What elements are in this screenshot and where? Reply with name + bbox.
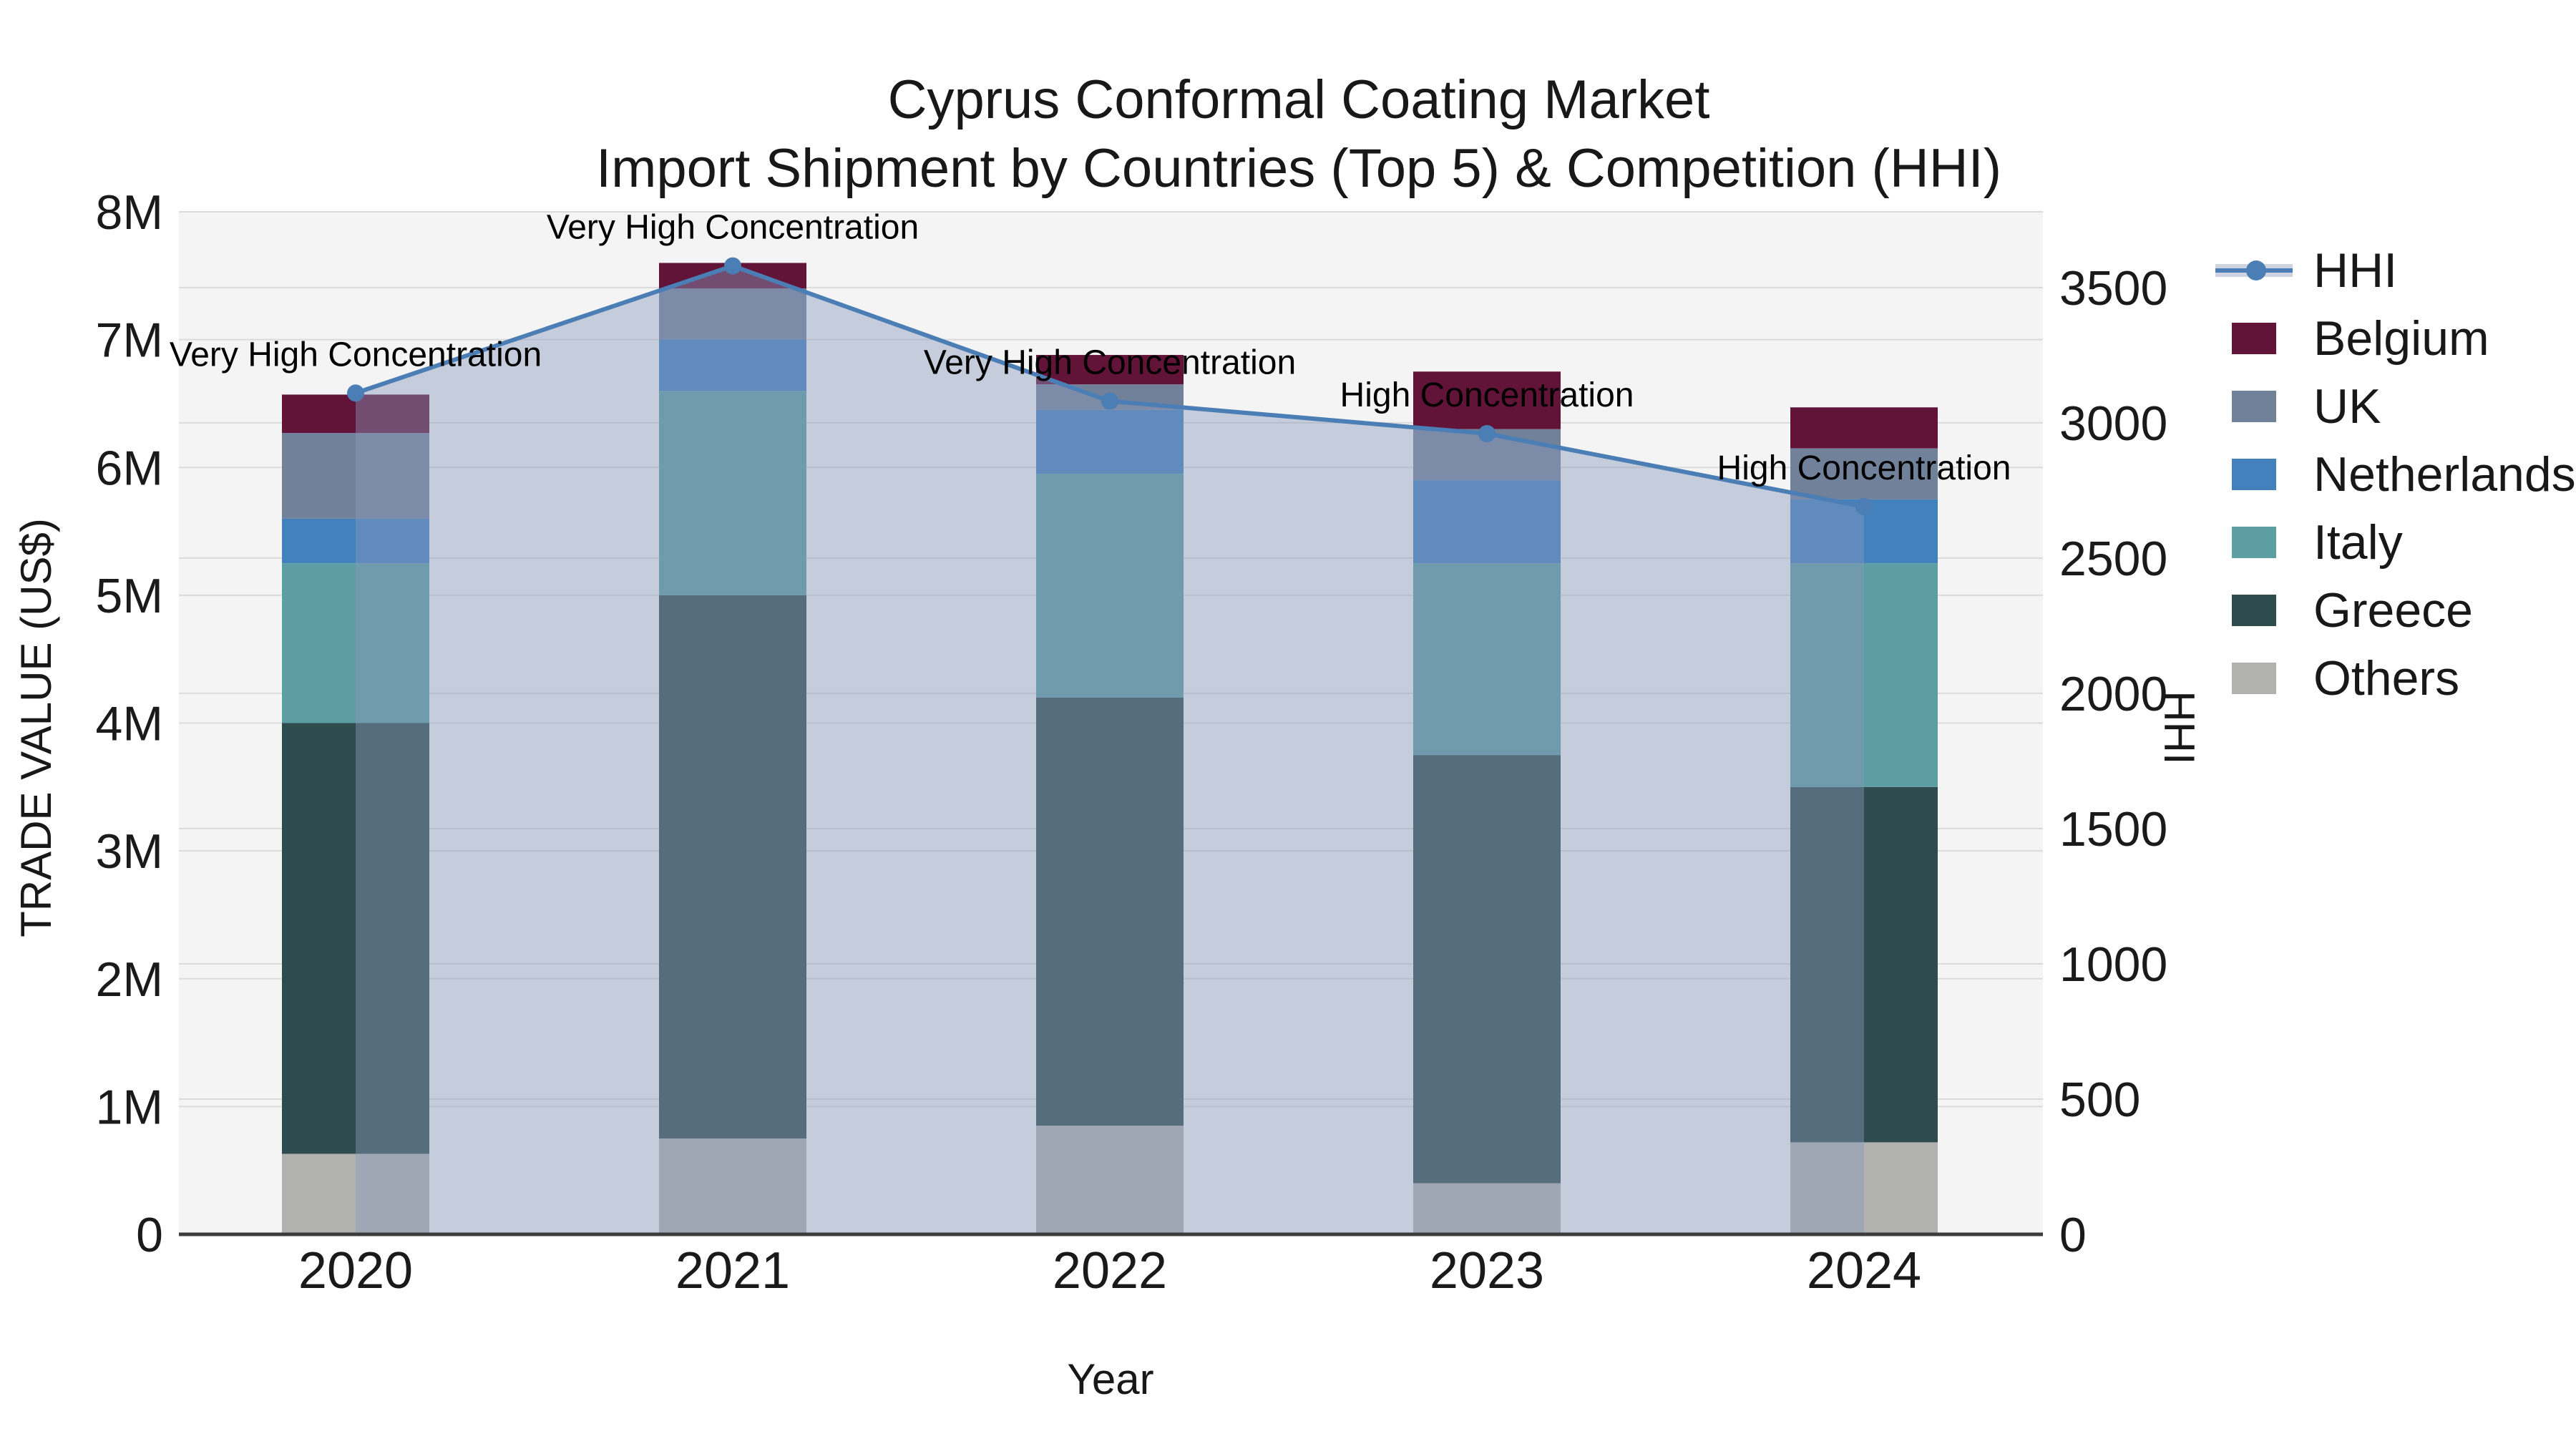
y-right-tick-3500: 3500 bbox=[2059, 261, 2167, 316]
netherlands-swatch-icon bbox=[2215, 458, 2293, 490]
annotation-2022: Very High Concentration bbox=[924, 344, 1296, 382]
hhi-marker-2020 bbox=[347, 384, 364, 402]
legend-item-italy: Italy bbox=[2215, 508, 2576, 576]
hhi-marker-2024 bbox=[1855, 498, 1873, 516]
x-axis-label: Year bbox=[1067, 1355, 1154, 1403]
y-right-tick-1500: 1500 bbox=[2059, 802, 2167, 857]
y-right-tick-500: 500 bbox=[2059, 1073, 2140, 1127]
annotation-2023: High Concentration bbox=[1340, 376, 1634, 414]
y-left-tick-8M: 8M bbox=[96, 185, 163, 240]
x-tick-2021: 2021 bbox=[675, 1242, 790, 1299]
bar-segment-netherlands-2022 bbox=[1036, 409, 1184, 474]
hhi-area-fill bbox=[356, 265, 1864, 1235]
hhi-marker-2022 bbox=[1101, 392, 1118, 410]
bar-segment-italy-2021 bbox=[659, 391, 806, 595]
belgium-color-swatch bbox=[2232, 322, 2276, 354]
hhi-fill-band-icon bbox=[2215, 260, 2293, 280]
x-tick-2023: 2023 bbox=[1430, 1242, 1544, 1299]
hhi-marker-2021 bbox=[724, 257, 741, 275]
y-right-tick-3000: 3000 bbox=[2059, 396, 2167, 451]
greece-color-swatch bbox=[2232, 594, 2276, 626]
bar-segment-netherlands-2021 bbox=[659, 339, 806, 391]
uk-swatch-icon bbox=[2215, 390, 2293, 422]
bar-segment-belgium-2023 bbox=[1413, 371, 1561, 429]
chart-title-line-2: Import Shipment by Countries (Top 5) & C… bbox=[595, 138, 2002, 199]
annotation-2020: Very High Concentration bbox=[170, 336, 542, 374]
legend-label-hhi: HHI bbox=[2313, 243, 2398, 298]
y-left-tick-3M: 3M bbox=[96, 824, 163, 879]
bar-segment-greece-2022 bbox=[1036, 697, 1184, 1126]
y-left-tick-0: 0 bbox=[136, 1208, 163, 1262]
y-left-tick-4M: 4M bbox=[96, 697, 163, 751]
italy-swatch-icon bbox=[2215, 526, 2293, 558]
legend-item-belgium: Belgium bbox=[2215, 304, 2576, 372]
legend-label-netherlands: Netherlands bbox=[2313, 447, 2576, 502]
bar-segment-others-2024 bbox=[1790, 1142, 1938, 1234]
y-left-tick-6M: 6M bbox=[96, 441, 163, 495]
bar-segment-others-2023 bbox=[1413, 1183, 1561, 1234]
annotation-2024: High Concentration bbox=[1717, 449, 2011, 487]
uk-color-swatch bbox=[2232, 390, 2276, 422]
bar-segment-others-2020 bbox=[282, 1153, 429, 1234]
bar-segment-greece-2023 bbox=[1413, 755, 1561, 1184]
y-left-tick-2M: 2M bbox=[96, 952, 163, 1007]
y-right-tick-0: 0 bbox=[2059, 1208, 2087, 1262]
legend-item-hhi: HHI bbox=[2215, 236, 2576, 304]
y-left-tick-7M: 7M bbox=[96, 313, 163, 368]
y-right-axis-label: HHI bbox=[2155, 691, 2203, 765]
bar-segment-belgium-2024 bbox=[1790, 407, 1938, 449]
hhi-marker-2023 bbox=[1478, 425, 1496, 442]
y-right-tick-1000: 1000 bbox=[2059, 937, 2167, 992]
bar-segment-uk-2024 bbox=[1790, 448, 1938, 499]
italy-color-swatch bbox=[2232, 526, 2276, 558]
bar-segment-italy-2024 bbox=[1790, 563, 1938, 787]
bar-segment-italy-2020 bbox=[282, 563, 429, 723]
legend-label-belgium: Belgium bbox=[2313, 311, 2489, 366]
y-left-tick-5M: 5M bbox=[96, 569, 163, 623]
legend-label-italy: Italy bbox=[2313, 514, 2403, 570]
bar-segment-others-2022 bbox=[1036, 1126, 1184, 1234]
bar-segment-uk-2020 bbox=[282, 433, 429, 519]
y-left-axis-label: TRADE VALUE (US$) bbox=[12, 518, 60, 937]
legend-item-netherlands: Netherlands bbox=[2215, 440, 2576, 508]
annotation-2021: Very High Concentration bbox=[547, 209, 919, 247]
y-right-tick-2500: 2500 bbox=[2059, 532, 2167, 586]
legend-label-uk: UK bbox=[2313, 379, 2381, 434]
belgium-swatch-icon bbox=[2215, 322, 2293, 354]
bar-segment-italy-2023 bbox=[1413, 563, 1561, 756]
x-tick-2022: 2022 bbox=[1053, 1242, 1167, 1299]
legend-label-others: Others bbox=[2313, 650, 2460, 706]
hhi-line-legend-icon bbox=[2215, 260, 2293, 280]
others-color-swatch bbox=[2232, 662, 2276, 694]
netherlands-color-swatch bbox=[2232, 458, 2276, 490]
legend: HHI Belgium UK Netherlands Italy Greece Others bbox=[2215, 236, 2576, 712]
bar-segment-uk-2021 bbox=[659, 288, 806, 340]
bar-segment-greece-2021 bbox=[659, 595, 806, 1139]
y-left-tick-1M: 1M bbox=[96, 1080, 163, 1134]
bar-segment-netherlands-2020 bbox=[282, 518, 429, 564]
bar-segment-others-2021 bbox=[659, 1138, 806, 1234]
legend-item-uk: UK bbox=[2215, 372, 2576, 440]
legend-item-others: Others bbox=[2215, 644, 2576, 712]
greece-swatch-icon bbox=[2215, 594, 2293, 626]
x-tick-2024: 2024 bbox=[1807, 1242, 1921, 1299]
x-tick-2020: 2020 bbox=[298, 1242, 413, 1299]
bar-segment-italy-2022 bbox=[1036, 474, 1184, 698]
legend-label-greece: Greece bbox=[2313, 582, 2473, 638]
bar-segment-netherlands-2023 bbox=[1413, 480, 1561, 564]
bar-segment-belgium-2022 bbox=[1036, 355, 1184, 385]
legend-item-greece: Greece bbox=[2215, 576, 2576, 644]
hhi-marker-icon bbox=[2246, 260, 2266, 280]
bar-segment-greece-2024 bbox=[1790, 786, 1938, 1143]
y-right-tick-2000: 2000 bbox=[2059, 667, 2167, 721]
chart-title-line-1: Cyprus Conformal Coating Market bbox=[887, 69, 1710, 130]
bar-segment-greece-2020 bbox=[282, 723, 429, 1154]
others-swatch-icon bbox=[2215, 662, 2293, 694]
